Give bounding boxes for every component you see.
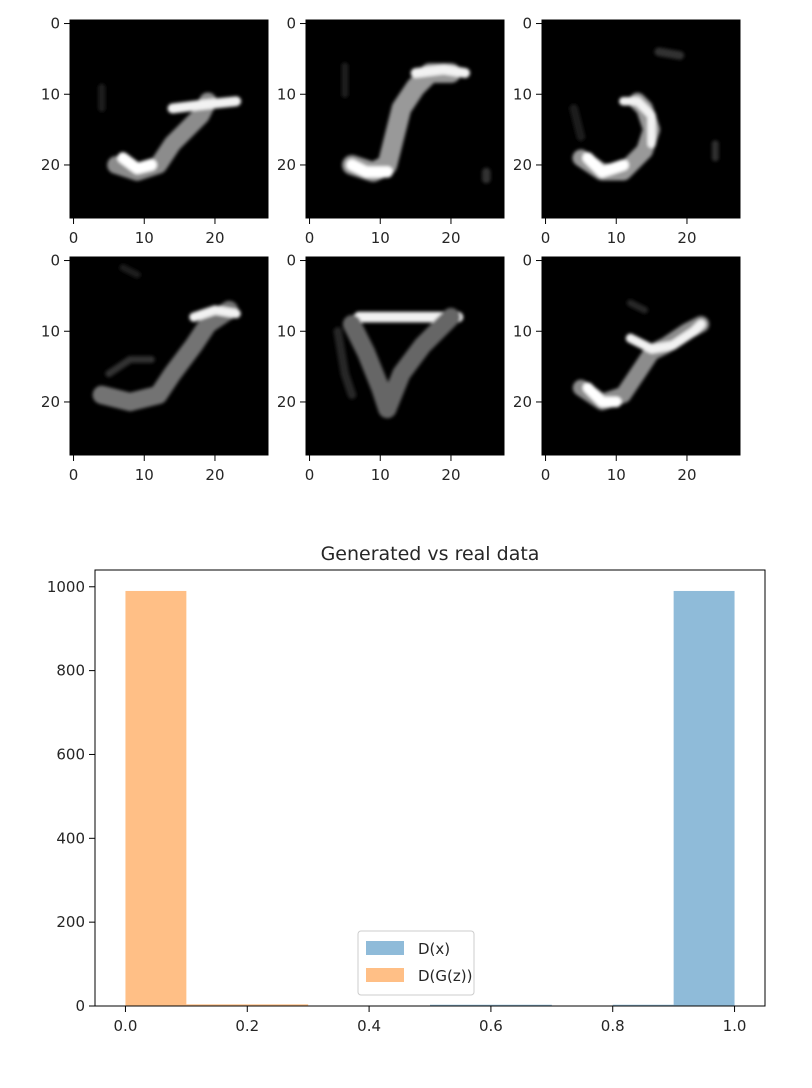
x-tick-label: 0.0 [114,1017,138,1035]
image-panel-1: 0 10 20 0 10 20 [41,15,268,247]
y-tick-label: 20 [41,156,60,174]
x-tick-label: 10 [135,466,154,484]
y-tick-label: 0 [522,15,532,33]
image-background [70,20,268,218]
x-tick-label: 20 [677,229,696,247]
x-tick-label: 20 [441,466,460,484]
y-tick-label: 0 [50,15,60,33]
y-tick-label: 10 [513,322,532,340]
legend-label: D(x) [418,940,450,958]
chart-title: Generated vs real data [321,543,540,565]
y-tick-label: 200 [56,913,85,931]
x-tick-label: 20 [441,229,460,247]
x-tick-label: 10 [371,466,390,484]
y-tick-label: 10 [513,85,532,103]
legend-label: D(G(z)) [418,967,472,985]
legend-box [358,931,474,995]
y-tick-label: 20 [277,393,296,411]
digit-image-grid: 0 10 20 0 10 20 0 10 20 0 10 20 0 10 20 0 10 20 0 10 20 0 10 20… [41,15,740,484]
image-panel-3: 0 10 20 0 10 20 [513,15,740,247]
y-tick-label: 0 [286,252,296,270]
series-2 [125,591,308,1006]
x-tick-label: 10 [607,466,626,484]
legend: D(x) D(G(z)) [358,931,474,995]
y-tick-label: 20 [513,393,532,411]
digit-stroke [416,70,466,74]
histogram-bar [125,591,186,1006]
image-panel-6: 0 10 20 0 10 20 [513,252,740,484]
image-panel-2: 0 10 20 0 10 20 [277,15,504,247]
y-tick-label: 0 [522,252,532,270]
image-background [70,257,268,455]
x-tick-label: 20 [205,466,224,484]
x-tick-label: 10 [607,229,626,247]
legend-swatch [366,941,404,955]
y-tick-label: 20 [277,156,296,174]
digit-stroke [659,52,680,56]
x-tick-label: 0.2 [235,1017,259,1035]
y-tick-label: 10 [41,322,60,340]
y-tick-label: 0 [75,997,85,1015]
x-tick-label: 0.8 [601,1017,625,1035]
x-tick-label: 0.4 [357,1017,381,1035]
image-panel-4: 0 10 20 0 10 20 [41,252,268,484]
x-tick-label: 10 [371,229,390,247]
y-tick-label: 10 [277,85,296,103]
x-tick-label: 0 [305,466,315,484]
y-tick-label: 20 [41,393,60,411]
y-tick-label: 0 [50,252,60,270]
x-tick-label: 0 [69,229,79,247]
y-tick-label: 400 [56,829,85,847]
x-tick-label: 0 [541,229,551,247]
x-tick-label: 20 [205,229,224,247]
y-tick-label: 600 [56,745,85,763]
y-tick-label: 0 [286,15,296,33]
histogram-bar [674,591,735,1006]
y-tick-label: 20 [513,156,532,174]
x-tick-label: 20 [677,466,696,484]
series-1 [430,591,735,1006]
x-tick-label: 1.0 [723,1017,747,1035]
y-tick-label: 1000 [47,578,85,596]
image-panel-5: 0 10 20 0 10 20 [277,252,504,484]
y-tick-label: 10 [277,322,296,340]
x-tick-label: 10 [135,229,154,247]
histogram-chart: Generated vs real data 0.0 0.2 0.4 0.6 0.8 1.0… [47,543,765,1035]
x-tick-label: 0 [69,466,79,484]
legend-swatch [366,968,404,982]
x-tick-label: 0 [541,466,551,484]
x-tick-label: 0 [305,229,315,247]
x-tick-label: 0.6 [479,1017,503,1035]
y-tick-label: 800 [56,662,85,680]
y-tick-label: 10 [41,85,60,103]
